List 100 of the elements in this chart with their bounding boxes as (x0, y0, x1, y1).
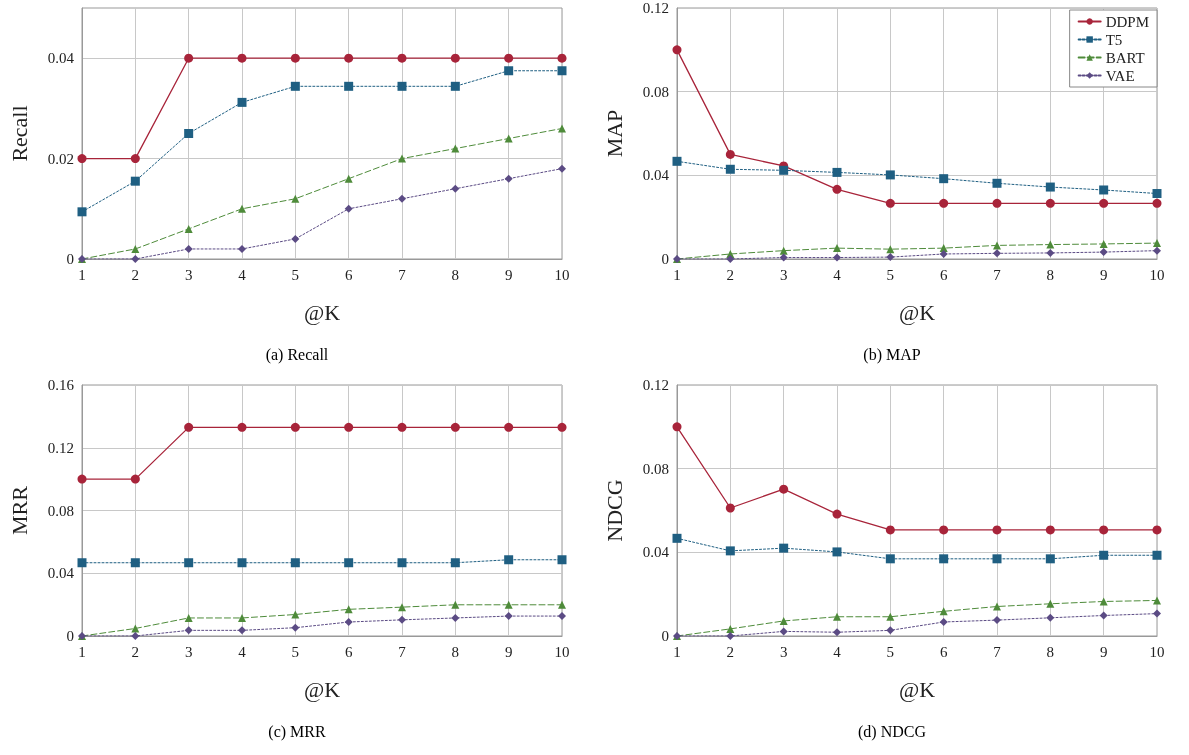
point (398, 194, 406, 203)
y-axis-title: MAP (601, 109, 627, 158)
point (779, 616, 788, 625)
point (291, 194, 300, 203)
point (557, 555, 567, 565)
x-tick-label: 1 (78, 643, 86, 660)
point (1045, 525, 1055, 535)
point (450, 558, 460, 568)
x-tick-label: 7 (398, 643, 407, 660)
point (397, 558, 407, 568)
point (725, 149, 735, 159)
point (1152, 525, 1162, 535)
point (886, 612, 895, 621)
point (558, 600, 566, 609)
y-tick-label: 0.08 (47, 502, 74, 519)
point (992, 178, 1002, 188)
point (77, 474, 87, 484)
point (504, 600, 513, 609)
point (398, 154, 406, 163)
point (77, 207, 87, 217)
point (992, 198, 1002, 208)
point (558, 124, 566, 133)
x-tick-label: 6 (344, 643, 353, 660)
x-tick-label: 1 (673, 643, 681, 660)
point (558, 164, 566, 173)
point (398, 615, 406, 624)
point (1099, 239, 1108, 248)
point (672, 422, 682, 432)
x-tick-label: 6 (939, 643, 948, 660)
point (1046, 599, 1055, 608)
text: (a) Recall (265, 345, 329, 364)
y-tick-label: 0.12 (642, 0, 669, 16)
point (1153, 609, 1161, 618)
point (1046, 240, 1055, 249)
point (1099, 248, 1108, 257)
point (1046, 613, 1055, 622)
point (779, 246, 788, 255)
point (939, 554, 949, 564)
point (558, 612, 566, 621)
x-tick-label: 3 (184, 266, 193, 283)
point (344, 422, 354, 432)
y-tick-label: 0 (66, 251, 74, 267)
point (291, 610, 300, 619)
point (1099, 611, 1108, 620)
x-tick-label: 3 (779, 643, 788, 660)
point (237, 53, 247, 63)
point (557, 53, 567, 63)
text: (d) NDCG (858, 722, 927, 741)
point (290, 422, 300, 432)
legend-label: DDPM (1105, 13, 1150, 30)
point (77, 558, 87, 568)
y-tick-label: 0 (661, 251, 669, 267)
point (238, 626, 246, 635)
point (939, 174, 949, 184)
point (238, 244, 246, 253)
point (131, 244, 140, 253)
x-tick-label: 9 (1099, 266, 1108, 283)
point (726, 624, 735, 633)
point (184, 558, 194, 568)
point (291, 623, 300, 632)
point (184, 244, 193, 253)
point (833, 628, 841, 637)
point (237, 422, 247, 432)
point (504, 422, 514, 432)
point (397, 81, 407, 91)
point (290, 81, 300, 91)
point (833, 244, 841, 253)
x-tick-label: 4 (238, 266, 247, 283)
point (1153, 246, 1161, 255)
point (238, 613, 246, 622)
point (397, 422, 407, 432)
point (832, 184, 842, 194)
point (1046, 248, 1055, 257)
point (184, 53, 194, 63)
point (504, 53, 514, 63)
x-tick-label: 5 (886, 643, 895, 660)
point (184, 613, 193, 622)
x-tick-label: 7 (993, 643, 1002, 660)
point (725, 546, 735, 556)
point (939, 249, 948, 258)
y-tick-label: 0.08 (642, 460, 669, 477)
point (1099, 185, 1109, 195)
point (450, 81, 460, 91)
x-tick-label: 10 (1149, 643, 1165, 660)
y-tick-label: 0 (66, 628, 74, 644)
y-tick-label: 0.08 (642, 83, 669, 100)
point (672, 156, 682, 166)
point (450, 53, 460, 63)
x-tick-label: 2 (131, 266, 140, 283)
point (504, 612, 513, 621)
point (779, 165, 789, 175)
point (557, 422, 567, 432)
y-tick-label: 0.12 (47, 439, 74, 456)
point (450, 422, 460, 432)
point (131, 632, 140, 640)
point (1045, 554, 1055, 564)
x-tick-label: 5 (291, 266, 300, 283)
point (939, 525, 949, 535)
x-tick-label: 8 (451, 266, 460, 283)
x-tick-label: 1 (673, 266, 681, 283)
